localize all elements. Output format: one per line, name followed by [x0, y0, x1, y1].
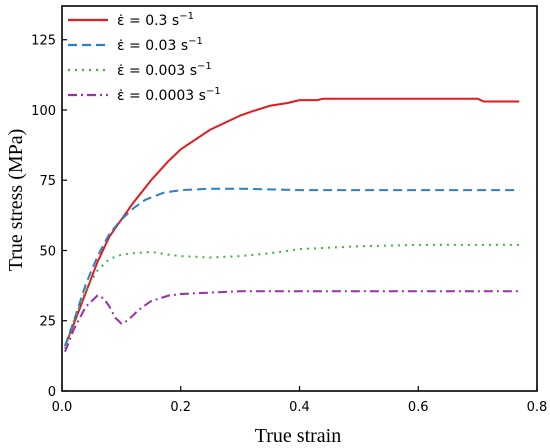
series-line-4	[64, 290, 520, 353]
x-axis-title: True strain	[255, 425, 341, 447]
legend-label-4: ε̇ = 0.0003 s−1	[117, 86, 221, 104]
series-line-2	[64, 187, 520, 347]
plot-background	[62, 6, 537, 391]
y-tick-label: 50	[39, 244, 56, 259]
x-tick-label: 0.8	[527, 400, 548, 415]
legend: ε̇ = 0.3 s−1 ε̇ = 0.03 s−1 ε̇ = 0.003 s−1 ε…	[68, 11, 221, 104]
y-axis-title: True stress (MPa)	[5, 129, 27, 272]
x-tick-label: 0.6	[408, 400, 429, 415]
series-line-1	[64, 97, 520, 347]
y-tick-label: 100	[31, 104, 56, 119]
x-tick-label: 0.0	[52, 400, 73, 415]
y-tick-label: 25	[39, 315, 56, 330]
legend-label-1: ε̇ = 0.3 s−1	[117, 11, 194, 29]
legend-label-2: ε̇ = 0.03 s−1	[117, 36, 203, 54]
y-tick-label: 0	[48, 385, 56, 400]
y-tick-label: 125	[31, 34, 56, 49]
lines-layer	[64, 97, 520, 353]
series-line-3	[64, 243, 520, 350]
x-tick-label: 0.2	[170, 400, 191, 415]
x-tick-label: 0.4	[289, 400, 310, 415]
plot-frame	[61, 5, 538, 392]
ticks-layer: 0.0 0.2 0.4 0.6 0.8 0 25 50 75 100 125	[31, 34, 547, 415]
legend-label-3: ε̇ = 0.003 s−1	[117, 61, 212, 79]
y-tick-label: 75	[39, 174, 56, 189]
